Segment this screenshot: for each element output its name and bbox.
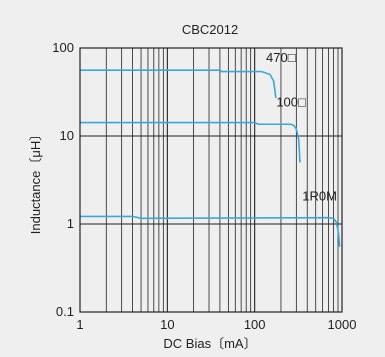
series-label: 470□ xyxy=(266,50,296,65)
x-axis-label: DC Bias〔mA〕 xyxy=(163,336,256,351)
x-tick-label: 100 xyxy=(244,317,266,332)
y-tick-label: 10 xyxy=(60,128,74,143)
series-line xyxy=(80,121,301,163)
series-labels: 470□ 100□ 1R0M xyxy=(266,50,337,203)
x-tick-label: 10 xyxy=(160,317,174,332)
y-tick-label: 0.1 xyxy=(56,304,74,319)
series-label: 100□ xyxy=(276,95,306,110)
series-label: 1R0M xyxy=(302,188,337,203)
x-tick-label: 1000 xyxy=(328,317,357,332)
plot-border xyxy=(79,47,343,313)
series-line xyxy=(80,215,341,247)
x-tick-label: 1 xyxy=(76,317,83,332)
series-lines xyxy=(80,69,341,247)
grid-lines xyxy=(80,48,342,312)
chart-title: CBC2012 xyxy=(182,22,238,37)
y-axis-label: Inductance〔μH〕 xyxy=(28,128,43,234)
y-tick-label: 1 xyxy=(67,216,74,231)
series-line xyxy=(80,69,277,99)
y-tick-label: 100 xyxy=(52,40,74,55)
